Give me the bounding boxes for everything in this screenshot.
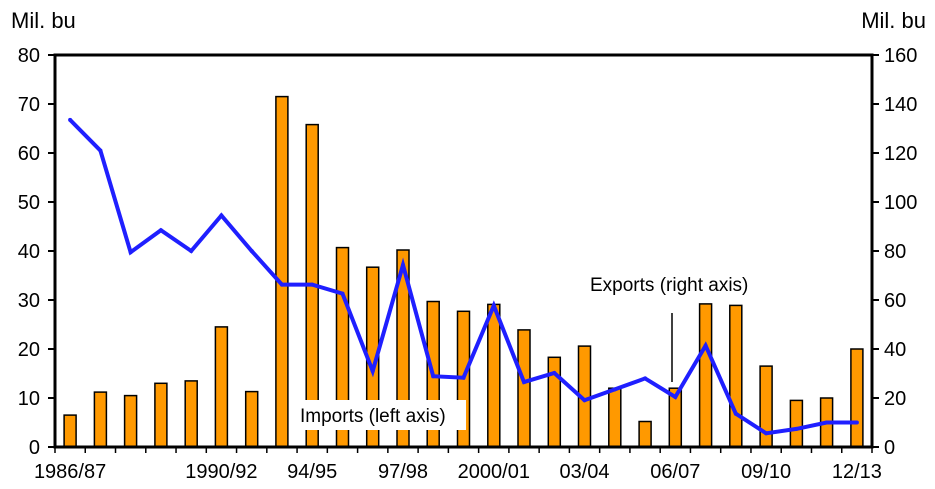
x-axis: 1986/87 1990/92 94/95 97/98 2000/01 03/04 06/0… <box>34 447 882 483</box>
exports-point <box>401 263 405 267</box>
right-tick-label: 40 <box>884 339 906 361</box>
x-tick-label: 2000/01 <box>458 461 530 483</box>
exports-point <box>643 376 648 381</box>
right-axis-label: Mil. bu <box>861 8 926 33</box>
imports-bar <box>275 95 289 448</box>
imports-annotation-box <box>290 400 466 430</box>
exports-point <box>370 369 375 374</box>
x-tick-label: 97/98 <box>378 461 428 483</box>
exports-point <box>128 250 133 255</box>
exports-point <box>98 148 103 153</box>
exports-point <box>158 228 163 233</box>
exports-point <box>522 380 526 385</box>
exports-point <box>431 374 436 379</box>
imports-bar <box>517 329 531 448</box>
left-tick-label: 20 <box>18 339 40 361</box>
left-tick-label: 10 <box>18 388 40 410</box>
imports-bar <box>214 326 229 448</box>
right-tick-label: 0 <box>884 437 895 459</box>
right-tick-label: 100 <box>884 192 917 214</box>
x-tick-label: 03/04 <box>559 461 609 483</box>
right-tick-label: 120 <box>884 143 917 165</box>
right-tick-label: 160 <box>884 45 917 67</box>
exports-point <box>824 420 829 425</box>
left-tick-label: 70 <box>18 94 40 116</box>
imports-bar <box>154 382 168 448</box>
left-axis-label: Mil. bu <box>11 8 76 33</box>
x-tick-label: 1990/92 <box>185 461 257 483</box>
right-axis: 0 20 40 60 80 100 120 140 160 <box>872 45 917 459</box>
imports-bar <box>850 348 864 448</box>
exports-point <box>854 420 859 425</box>
left-tick-label: 50 <box>18 192 40 214</box>
imports-bar <box>63 414 77 448</box>
exports-point <box>249 249 254 253</box>
imports-annotation-label: Imports (left axis) <box>300 406 446 427</box>
right-tick-label: 20 <box>884 388 906 410</box>
imports-bar <box>698 303 713 448</box>
exports-point <box>340 291 345 296</box>
line-series-exports <box>68 117 859 436</box>
exports-point <box>794 426 799 431</box>
exports-point <box>673 395 678 399</box>
imports-bar <box>184 380 198 448</box>
exports-point <box>733 411 738 416</box>
exports-point <box>279 282 284 287</box>
exports-point <box>310 282 315 287</box>
imports-bar <box>608 387 622 448</box>
imports-bar <box>547 356 562 448</box>
imports-bar <box>487 303 501 448</box>
exports-point <box>189 249 194 253</box>
left-tick-label: 40 <box>18 241 40 263</box>
imports-bar <box>244 390 259 448</box>
imports-bar <box>123 394 138 448</box>
imports-bar <box>729 304 743 448</box>
imports-bar <box>789 399 804 448</box>
exports-point <box>764 431 769 436</box>
exports-point <box>68 117 73 122</box>
x-tick-label: 09/10 <box>741 461 791 483</box>
exports-point <box>219 213 224 218</box>
right-tick-label: 60 <box>884 290 906 312</box>
imports-bar <box>638 420 652 448</box>
exports-point <box>703 343 708 348</box>
left-tick-label: 0 <box>29 437 40 459</box>
right-tick-label: 80 <box>884 241 906 263</box>
x-tick-label: 12/13 <box>832 461 882 483</box>
exports-point <box>491 303 496 308</box>
exports-point <box>582 398 587 403</box>
right-tick-label: 140 <box>884 94 917 116</box>
x-tick-label: 94/95 <box>287 461 337 483</box>
left-axis: 0 10 20 30 40 50 60 70 80 <box>18 45 55 459</box>
exports-point <box>461 375 466 380</box>
exports-annotation-label: Exports (right axis) <box>590 275 748 296</box>
left-tick-label: 30 <box>18 290 40 312</box>
left-tick-label: 80 <box>18 45 40 67</box>
x-tick-label: 1986/87 <box>34 461 106 483</box>
exports-point <box>612 387 617 392</box>
exports-point <box>552 371 557 375</box>
left-tick-label: 60 <box>18 143 40 165</box>
imports-bar <box>93 391 108 448</box>
x-tick-label: 06/07 <box>650 461 700 483</box>
